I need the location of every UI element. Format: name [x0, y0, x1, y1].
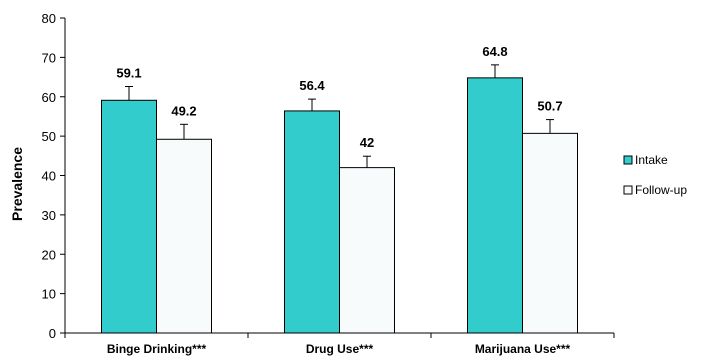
bar-intake	[101, 99, 157, 334]
bar-intake	[467, 77, 523, 334]
data-label: 56.4	[299, 78, 325, 93]
y-axis-label: Prevalence	[9, 147, 25, 221]
y-tick-label: 50	[42, 129, 56, 144]
y-tick-label: 10	[42, 287, 56, 302]
y-tick-label: 60	[42, 90, 56, 105]
bar-follow-up	[339, 167, 395, 334]
y-tick-label: 0	[49, 326, 56, 341]
legend-label: Follow-up	[635, 183, 687, 197]
y-tick-label: 20	[42, 247, 56, 262]
x-axis: Binge Drinking*** Drug Use*** Marijuana Us…	[64, 332, 615, 356]
legend-label: Intake	[635, 153, 668, 167]
y-tick-label: 30	[42, 208, 56, 223]
y-tick-label: 80	[42, 11, 56, 26]
bar-follow-up	[522, 132, 578, 334]
legend-swatch	[623, 155, 633, 165]
y-tick-label: 40	[42, 169, 56, 184]
y-tick-label: 70	[42, 50, 56, 65]
category-label: Drug Use***	[306, 342, 374, 356]
data-label: 64.8	[482, 44, 507, 59]
category-label: Binge Drinking***	[107, 342, 207, 356]
legend-swatch	[623, 185, 633, 195]
category-label: Marijuana Use***	[475, 342, 571, 356]
data-label: 49.2	[171, 103, 196, 118]
data-label: 42	[360, 135, 374, 150]
bar-intake	[284, 110, 340, 334]
data-label: 59.1	[116, 66, 141, 81]
bar-follow-up	[156, 138, 212, 334]
y-axis: 0 10 20 30 40 50 60 70 80	[42, 11, 66, 341]
legend: Intake Follow-up	[623, 153, 687, 197]
data-label: 50.7	[537, 99, 562, 114]
bars: 59.1 56.4 64.8 49.2 42 50.7	[101, 44, 578, 334]
